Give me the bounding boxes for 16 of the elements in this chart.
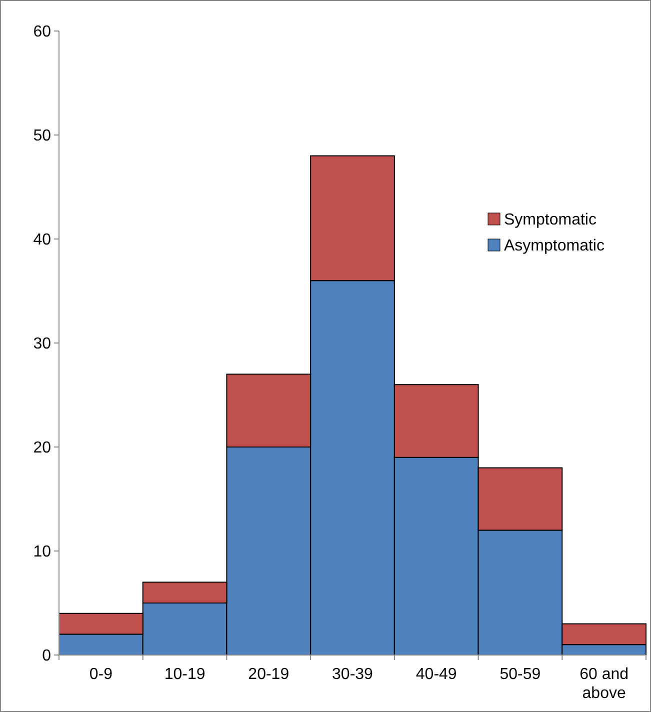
legend-label: Symptomatic [504, 212, 596, 229]
y-tick-label: 60 [33, 24, 52, 41]
y-tick-label: 0 [42, 648, 52, 665]
y-tick-label: 30 [33, 336, 52, 353]
x-tick-label: 30-39 [332, 666, 374, 683]
x-tick-label: 60 and above [580, 666, 629, 702]
legend-label: Asymptomatic [504, 238, 604, 255]
x-tick-label: 10-19 [164, 666, 206, 683]
y-tick-label: 50 [33, 128, 52, 145]
x-tick-label: 50-59 [500, 666, 541, 683]
x-tick-label: 40-49 [416, 666, 457, 683]
y-tick-label: 40 [33, 232, 52, 249]
y-tick-label: 10 [33, 544, 52, 561]
y-tick-label: 20 [33, 440, 52, 457]
x-tick-label: 20-19 [248, 666, 290, 683]
x-tick-label: 0-9 [89, 666, 113, 683]
